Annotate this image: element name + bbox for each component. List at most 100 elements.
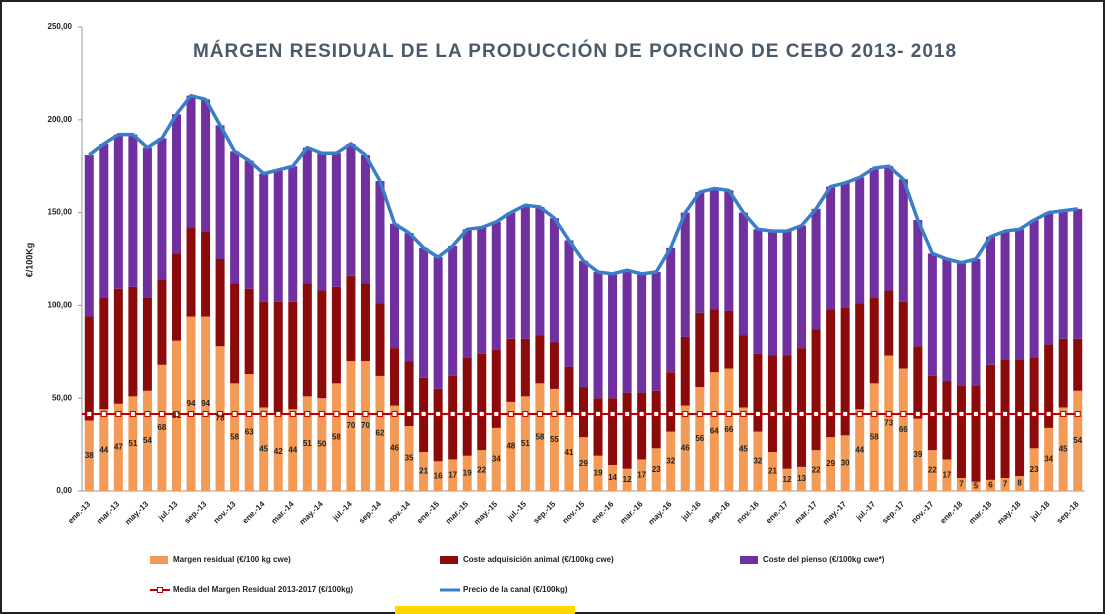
bar-segment bbox=[360, 155, 370, 284]
bar-segment bbox=[971, 481, 981, 491]
bar-segment bbox=[724, 368, 734, 491]
bar-segment bbox=[593, 398, 603, 456]
bar-segment bbox=[782, 231, 792, 356]
average-marker bbox=[885, 410, 892, 417]
average-marker bbox=[638, 410, 645, 417]
bar-segment bbox=[375, 303, 385, 376]
bar-segment bbox=[651, 390, 661, 449]
data-label: 38 bbox=[85, 451, 94, 460]
bar-segment bbox=[956, 262, 966, 386]
bar-segment bbox=[637, 273, 647, 393]
bar-segment bbox=[797, 348, 807, 467]
bar-segment bbox=[520, 205, 530, 339]
average-marker bbox=[900, 410, 907, 417]
bar-segment bbox=[390, 405, 400, 491]
data-label: 19 bbox=[463, 468, 472, 477]
bar-segment bbox=[419, 452, 429, 491]
legend-swatch bbox=[740, 556, 758, 564]
average-marker bbox=[551, 410, 558, 417]
average-marker bbox=[972, 410, 979, 417]
bar-segment bbox=[128, 134, 138, 287]
average-marker bbox=[86, 410, 93, 417]
bar-segment bbox=[520, 396, 530, 491]
bar-segment bbox=[215, 259, 225, 347]
bar-segment bbox=[578, 260, 589, 388]
price-line bbox=[88, 93, 1078, 276]
average-marker bbox=[188, 410, 195, 417]
bar-segment bbox=[186, 227, 196, 317]
data-label: 70 bbox=[346, 421, 355, 430]
average-marker bbox=[769, 410, 776, 417]
bar-segment bbox=[898, 179, 908, 302]
legend-swatch bbox=[440, 556, 458, 564]
bar-segment bbox=[1044, 212, 1054, 345]
bar-segment bbox=[738, 407, 748, 491]
average-marker bbox=[711, 410, 718, 417]
bar-segment bbox=[317, 153, 327, 291]
bar-segment bbox=[578, 437, 589, 491]
bar-segment bbox=[433, 257, 443, 389]
bar-segment bbox=[390, 348, 400, 406]
bar-segment bbox=[651, 271, 661, 391]
bar-segment bbox=[288, 166, 298, 302]
data-label: 34 bbox=[1044, 455, 1053, 464]
data-label: 32 bbox=[666, 456, 675, 465]
bar-segment bbox=[157, 279, 167, 365]
average-marker bbox=[217, 410, 224, 417]
bar-segment bbox=[724, 190, 734, 311]
average-marker bbox=[1031, 410, 1038, 417]
bar-segment bbox=[1044, 344, 1054, 428]
bar-segment bbox=[157, 138, 167, 280]
bar-segment bbox=[666, 247, 676, 373]
average-marker bbox=[914, 410, 921, 417]
bar-segment bbox=[157, 364, 167, 491]
data-label: 44 bbox=[855, 445, 864, 454]
bar-segment bbox=[782, 468, 792, 491]
average-marker bbox=[754, 410, 761, 417]
bar-segment bbox=[128, 286, 138, 397]
bar-segment bbox=[404, 426, 414, 491]
average-marker bbox=[173, 410, 180, 417]
average-marker bbox=[493, 410, 500, 417]
y-tick-label: 100,00 bbox=[48, 301, 73, 310]
average-marker bbox=[478, 410, 485, 417]
bar-segment bbox=[113, 403, 123, 491]
legend-swatch bbox=[157, 587, 163, 593]
bar-segment bbox=[215, 346, 225, 491]
average-marker bbox=[682, 410, 689, 417]
average-marker bbox=[536, 410, 543, 417]
average-marker bbox=[100, 410, 107, 417]
data-label: 29 bbox=[579, 459, 588, 468]
bar-segment bbox=[448, 459, 458, 491]
bar-segment bbox=[971, 259, 981, 386]
bar-segment bbox=[869, 383, 879, 491]
bar-segment bbox=[1058, 338, 1068, 408]
bar-segment bbox=[564, 414, 574, 491]
bar-segment bbox=[913, 220, 923, 347]
bar-segment bbox=[259, 173, 269, 302]
data-label: 58 bbox=[870, 432, 879, 441]
bar-segment bbox=[244, 374, 254, 491]
bar-segment bbox=[942, 381, 952, 460]
data-label: 30 bbox=[841, 458, 850, 467]
data-label: 51 bbox=[521, 439, 530, 448]
data-label: 22 bbox=[812, 466, 821, 475]
average-marker bbox=[856, 410, 863, 417]
bar-segment bbox=[215, 125, 225, 259]
bar-segment bbox=[986, 364, 996, 480]
bar-segment bbox=[913, 346, 923, 419]
average-marker bbox=[580, 410, 587, 417]
average-marker bbox=[798, 410, 805, 417]
bar-segment bbox=[680, 405, 690, 491]
data-label: 78 bbox=[216, 414, 225, 423]
highlight-strip bbox=[395, 606, 575, 614]
bar-segment bbox=[477, 227, 487, 354]
average-marker bbox=[842, 410, 849, 417]
data-label: 23 bbox=[1030, 465, 1039, 474]
bar-segment bbox=[360, 283, 370, 362]
data-label: 29 bbox=[826, 459, 835, 468]
bar-segment bbox=[593, 455, 603, 491]
bar-segment bbox=[695, 387, 705, 491]
data-label: 6 bbox=[988, 481, 993, 490]
data-label: 58 bbox=[332, 432, 341, 441]
